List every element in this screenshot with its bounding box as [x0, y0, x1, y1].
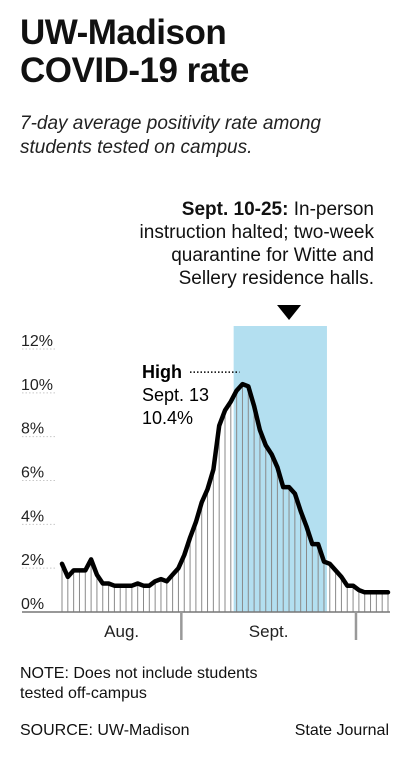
chart-title: UW-Madison COVID-19 rate	[20, 14, 400, 90]
y-tick-label: 0%	[21, 596, 44, 613]
y-tick-label: 12%	[21, 333, 53, 350]
source-credit: SOURCE: UW-Madison	[20, 722, 190, 739]
y-axis: 0% 2% 4% 6% 8% 10% 12%	[21, 333, 56, 613]
positivity-line	[59, 381, 391, 595]
quarantine-highlight	[233, 326, 327, 612]
y-tick-label: 6%	[21, 465, 44, 482]
x-tick-label: Aug.	[104, 622, 139, 641]
high-label: High	[142, 362, 182, 382]
chart-subtitle: 7-day average positivity rate among stud…	[20, 112, 400, 160]
x-tick-label: Sept.	[249, 622, 289, 641]
annotation-date: Sept. 10-25:	[181, 199, 289, 220]
note-line-2: tested off-campus	[20, 685, 147, 702]
positivity-chart: 0% 2% 4% 6% 8% 10% 12% High Sept. 13 10.4% Aug…	[21, 305, 391, 641]
daily-bars	[61, 384, 389, 612]
annotation-text-1: In-person	[293, 199, 374, 220]
y-tick-label: 10%	[21, 377, 53, 394]
annotation-line-3: quarantine for Witte and	[171, 245, 374, 266]
annotation-line-4: Sellery residence halls.	[178, 268, 374, 289]
y-tick-label: 4%	[21, 508, 44, 525]
annotation-line-1: Sept. 10-25: In-person	[110, 198, 374, 221]
note-line-1: NOTE: Does not include students	[20, 665, 258, 682]
quarantine-annotation: Sept. 10-25: In-person instruction halte…	[110, 198, 374, 290]
annotation-line-2: instruction halted; two-week	[139, 222, 374, 243]
high-date: Sept. 13	[142, 385, 209, 405]
subtitle-line-1: 7-day average positivity rate among	[20, 113, 321, 134]
footnote: NOTE: Does not include students tested o…	[20, 664, 257, 704]
title-line-1: UW-Madison	[20, 13, 227, 52]
title-line-2: COVID-19 rate	[20, 51, 249, 90]
subtitle-line-2: students tested on campus.	[20, 137, 253, 158]
y-tick-label: 8%	[21, 421, 44, 438]
publisher-credit: State Journal	[294, 722, 389, 739]
annotation-marker	[277, 305, 302, 320]
y-tick-label: 2%	[21, 552, 44, 569]
x-axis: Aug. Sept.	[104, 612, 358, 641]
high-value: 10.4%	[142, 408, 193, 428]
